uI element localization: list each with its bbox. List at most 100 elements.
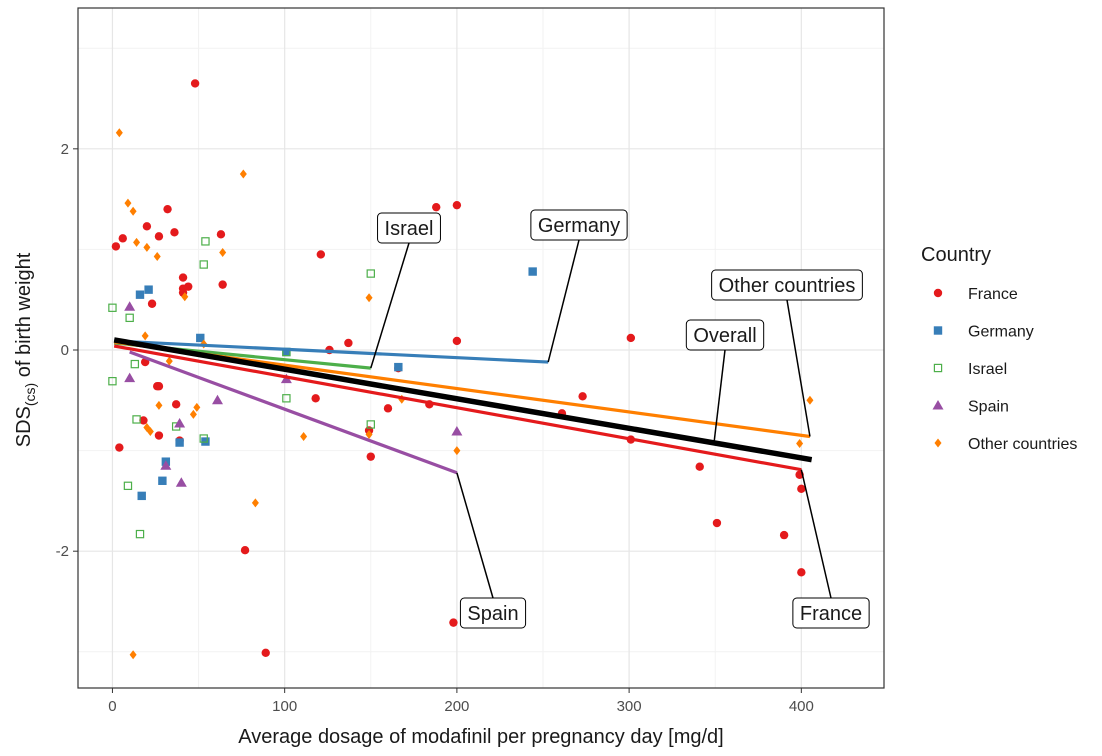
point xyxy=(453,446,461,456)
y-axis-title-rest: of birth weight xyxy=(13,252,35,383)
point xyxy=(528,267,537,276)
point xyxy=(147,299,157,308)
legend: France Germany Israel Spain Other countries xyxy=(932,286,1077,453)
point xyxy=(111,242,121,251)
y-tick-label: 2 xyxy=(61,141,69,158)
annotation-label: Israel xyxy=(385,218,434,240)
point xyxy=(199,434,208,443)
point xyxy=(189,409,197,419)
point xyxy=(344,338,353,348)
annotation: Overall xyxy=(685,319,765,443)
annotation-box xyxy=(459,597,527,629)
point xyxy=(316,250,326,259)
point xyxy=(135,290,145,299)
x-tick-label: 300 xyxy=(617,698,642,715)
point xyxy=(181,292,189,302)
point xyxy=(239,169,247,179)
point xyxy=(171,400,181,409)
point xyxy=(300,432,308,442)
panel-border xyxy=(77,7,885,689)
point xyxy=(383,404,393,413)
point xyxy=(155,400,163,410)
point xyxy=(712,518,722,528)
point xyxy=(282,347,291,357)
point xyxy=(394,362,403,372)
point xyxy=(125,313,134,323)
point xyxy=(146,426,154,436)
y-axis-title: SDS(cs) of birth weight xyxy=(13,252,38,447)
point xyxy=(311,394,320,403)
annotation: Germany xyxy=(530,209,628,363)
point xyxy=(154,431,164,440)
annotation-leader xyxy=(800,469,832,599)
point xyxy=(184,282,193,291)
x-tick-label: 400 xyxy=(789,698,814,715)
annotation-box xyxy=(377,212,441,244)
annotation-leader xyxy=(713,349,726,443)
point xyxy=(578,392,587,401)
point xyxy=(124,198,132,208)
annotation: Spain xyxy=(456,472,527,629)
trend-line xyxy=(129,350,458,475)
point xyxy=(170,228,179,237)
annotation-leader xyxy=(786,299,811,437)
point xyxy=(216,230,226,239)
point xyxy=(115,128,123,138)
y-axis-title-main: SDS xyxy=(13,406,35,447)
point xyxy=(451,425,463,436)
legend-marker xyxy=(934,438,942,448)
point xyxy=(137,491,146,501)
point xyxy=(130,359,140,369)
point xyxy=(366,269,375,278)
point xyxy=(158,476,167,485)
point xyxy=(124,372,136,383)
legend-label: Other countries xyxy=(968,436,1077,453)
point xyxy=(797,484,806,494)
y-tick-label: -2 xyxy=(56,543,69,560)
point xyxy=(626,333,636,343)
point xyxy=(178,273,188,282)
legend-marker xyxy=(932,400,944,410)
point xyxy=(175,438,184,447)
point xyxy=(144,285,153,294)
annotation-label: Spain xyxy=(467,603,518,625)
point xyxy=(115,443,124,452)
point xyxy=(219,247,227,257)
point xyxy=(154,382,164,391)
point xyxy=(432,202,441,212)
point xyxy=(153,251,161,261)
point xyxy=(163,204,172,214)
point xyxy=(174,417,186,428)
legend-label: Germany xyxy=(968,324,1034,341)
point xyxy=(141,331,149,341)
point xyxy=(365,430,373,440)
point xyxy=(365,293,373,303)
point xyxy=(796,439,804,449)
trend-line xyxy=(114,339,549,364)
legend-label: Israel xyxy=(968,361,1007,378)
point xyxy=(201,237,210,246)
annotations: Israel Germany Other countries Overall Franc… xyxy=(370,209,870,629)
x-axis-title: Average dosage of modafinil per pregnanc… xyxy=(238,726,724,748)
annotation: Israel xyxy=(370,212,441,369)
points xyxy=(108,79,814,660)
legend-label: France xyxy=(968,286,1018,303)
point xyxy=(190,79,200,88)
point xyxy=(261,648,270,657)
point xyxy=(366,420,375,429)
point xyxy=(218,280,227,289)
annotation-box xyxy=(711,269,863,301)
point xyxy=(175,477,187,487)
annotation-leader xyxy=(547,239,580,363)
point xyxy=(108,303,117,312)
point xyxy=(797,568,806,577)
point xyxy=(806,395,814,405)
trend-line xyxy=(113,344,802,472)
annotation: Other countries xyxy=(711,269,863,437)
point xyxy=(212,394,223,405)
overall-trend-line xyxy=(113,337,813,463)
annotation-label: Overall xyxy=(693,325,756,347)
annotation-box xyxy=(530,209,628,241)
